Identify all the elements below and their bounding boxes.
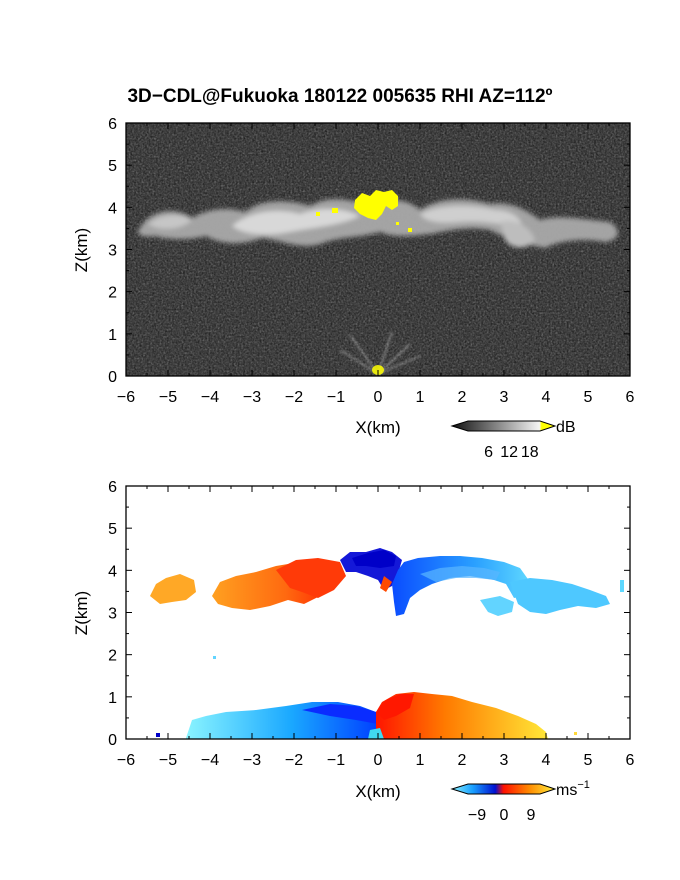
velocity-y-tick-label: 5 <box>108 521 117 538</box>
velocity-x-tick-label: −5 <box>159 752 177 769</box>
velocity-ylabel: Z(km) <box>72 591 91 635</box>
velocity-x-tick-label: −1 <box>327 752 345 769</box>
velocity-colorbar-tick-label: 9 <box>527 807 536 824</box>
high-echo-core <box>316 190 412 232</box>
velocity-heatmap <box>126 486 630 739</box>
reflectivity-y-tick-label: 5 <box>108 158 117 175</box>
reflectivity-colorbar-tick-label: 12 <box>500 444 518 461</box>
cloud-layer-velocity <box>150 548 624 659</box>
reflectivity-x-tick-label: −6 <box>117 389 135 406</box>
velocity-x-tick-label: 6 <box>626 752 635 769</box>
velocity-y-tick-label: 4 <box>108 563 117 580</box>
reflectivity-axes: −6 −5 −4 −3 −2 −1 0 1 2 3 4 5 6 0 1 2 3 4 5 6 <box>108 116 634 406</box>
velocity-colorbar-unit: ms−1 <box>556 779 590 799</box>
reflectivity-x-tick-label: −1 <box>327 389 345 406</box>
velocity-xlabel: X(km) <box>355 782 400 801</box>
reflectivity-x-tick-label: 5 <box>584 389 593 406</box>
velocity-y-tick-label: 3 <box>108 606 117 623</box>
reflectivity-x-tick-label: −5 <box>159 389 177 406</box>
reflectivity-x-tick-label: −4 <box>201 389 219 406</box>
velocity-x-tick-label: 3 <box>500 752 509 769</box>
reflectivity-heatmap <box>126 123 630 376</box>
boundary-layer-velocity <box>156 692 577 739</box>
velocity-axes: −6 −5 −4 −3 −2 −1 0 1 2 3 4 5 6 0 1 2 3 4 5 6 <box>108 479 634 769</box>
reflectivity-colorbar-unit: dB <box>556 419 576 436</box>
velocity-x-tick-label: 0 <box>374 752 383 769</box>
velocity-x-tick-label: −2 <box>285 752 303 769</box>
velocity-x-tick-label: 4 <box>542 752 551 769</box>
velocity-colorbar-tick-label: 0 <box>500 807 509 824</box>
velocity-y-tick-label: 1 <box>108 690 117 707</box>
velocity-y-tick-label: 2 <box>108 648 117 665</box>
velocity-y-tick-label: 0 <box>108 732 117 749</box>
reflectivity-x-tick-label: 0 <box>374 389 383 406</box>
reflectivity-x-tick-label: −2 <box>285 389 303 406</box>
reflectivity-colorbar: dB 6 12 18 <box>450 419 576 461</box>
velocity-x-tick-label: −6 <box>117 752 135 769</box>
near-ground-echo <box>126 330 630 376</box>
reflectivity-xlabel: X(km) <box>355 418 400 437</box>
reflectivity-x-tick-label: 4 <box>542 389 551 406</box>
reflectivity-y-tick-label: 2 <box>108 285 117 302</box>
figure-title: 3D−CDL@Fukuoka 180122 005635 RHI AZ=112º <box>127 86 553 107</box>
cloud-layer-echo <box>137 199 618 248</box>
velocity-colorbar: ms−1 −9 0 9 <box>450 779 590 824</box>
reflectivity-x-tick-label: 2 <box>458 389 467 406</box>
velocity-x-tick-label: −4 <box>201 752 219 769</box>
reflectivity-x-tick-label: −3 <box>243 389 261 406</box>
velocity-panel: −6 −5 −4 −3 −2 −1 0 1 2 3 4 5 6 0 1 2 3 4 5 6 X(km) Z(km) m… <box>72 479 635 824</box>
velocity-y-tick-label: 6 <box>108 479 117 496</box>
velocity-colorbar-tick-label: −9 <box>468 807 486 824</box>
reflectivity-x-tick-label: 1 <box>416 389 425 406</box>
reflectivity-ylabel: Z(km) <box>72 228 91 272</box>
reflectivity-y-tick-label: 3 <box>108 243 117 260</box>
velocity-x-tick-label: 5 <box>584 752 593 769</box>
velocity-x-tick-label: −3 <box>243 752 261 769</box>
velocity-x-tick-label: 1 <box>416 752 425 769</box>
velocity-x-tick-label: 2 <box>458 752 467 769</box>
reflectivity-x-tick-label: 6 <box>626 389 635 406</box>
reflectivity-y-tick-label: 1 <box>108 327 117 344</box>
reflectivity-x-tick-label: 3 <box>500 389 509 406</box>
velocity-colorbar-ticks: −9 0 9 <box>468 807 536 824</box>
reflectivity-colorbar-tick-label: 6 <box>484 444 493 461</box>
reflectivity-colorbar-tick-label: 18 <box>521 444 539 461</box>
reflectivity-colorbar-ticks: 6 12 18 <box>484 444 539 461</box>
reflectivity-y-tick-label: 6 <box>108 116 117 133</box>
reflectivity-y-tick-label: 4 <box>108 200 117 217</box>
reflectivity-y-tick-label: 0 <box>108 369 117 386</box>
